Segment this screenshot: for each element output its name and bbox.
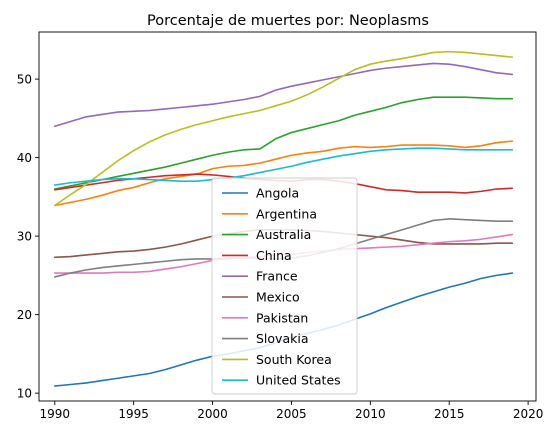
legend-label: China [256,248,292,263]
y-tick-label: 40 [17,151,32,165]
legend-label: South Korea [256,352,332,367]
legend-label: United States [256,373,341,388]
legend-label: Argentina [256,206,317,221]
x-axis: 1990 1995 2000 2005 2010 2015 2020 [40,401,544,421]
x-tick-label: 2015 [434,407,465,421]
series-line-australia [53,96,514,190]
legend-box [211,177,358,395]
legend-label: France [256,269,298,284]
series-line-south-korea [53,50,514,207]
series-line-france [53,62,514,128]
legend: Angola Argentina Australia China France Mexic… [211,177,358,395]
x-tick-label: 2000 [197,407,228,421]
y-tick-label: 50 [17,73,32,87]
y-axis: 10 20 30 40 50 [17,73,39,401]
chart-title: Porcentaje de muertes por: Neoplasms [147,13,429,29]
x-tick-label: 1990 [40,407,71,421]
y-tick-label: 20 [17,308,32,322]
x-tick-label: 2010 [355,407,386,421]
plot-frame [38,31,537,402]
series-line-argentina [53,140,514,207]
x-tick-label: 2020 [513,407,544,421]
y-tick-label: 10 [17,387,32,401]
series-line-united-states [53,147,514,186]
legend-label: Pakistan [256,310,308,325]
legend-label: Australia [256,227,311,242]
y-tick-label: 30 [17,230,32,244]
legend-label: Mexico [256,290,300,305]
x-tick-label: 2005 [276,407,307,421]
legend-label: Slovakia [256,331,308,346]
legend-label: Angola [256,186,299,201]
x-tick-label: 1995 [118,407,149,421]
